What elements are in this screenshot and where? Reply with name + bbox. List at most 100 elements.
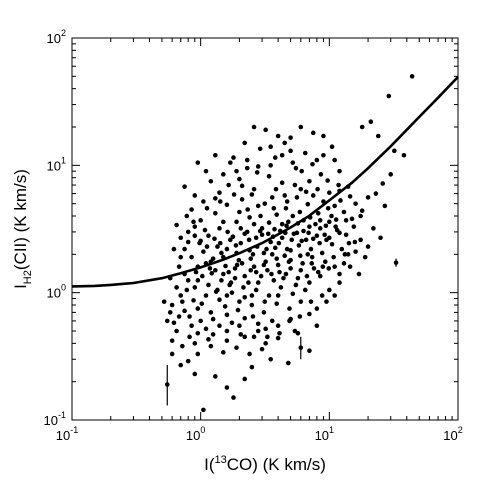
data-point — [199, 301, 205, 306]
data-point — [225, 229, 230, 235]
data-point — [209, 270, 215, 276]
data-point — [314, 323, 320, 329]
data-point — [237, 299, 242, 304]
data-point — [234, 262, 240, 268]
data-point — [325, 205, 331, 211]
data-point — [195, 160, 201, 165]
data-point — [284, 246, 290, 252]
data-point — [277, 330, 282, 336]
data-point — [409, 74, 415, 79]
data-point — [327, 287, 332, 293]
data-point — [255, 328, 261, 334]
data-point — [273, 186, 279, 192]
data-point — [169, 338, 175, 343]
data-point — [224, 328, 230, 334]
data-point — [332, 293, 337, 298]
data-point — [282, 253, 288, 259]
data-point — [228, 160, 233, 165]
error-point — [298, 345, 304, 350]
y-tick-label-base: 10 — [47, 158, 61, 173]
data-point — [251, 334, 257, 340]
data-point — [246, 280, 251, 285]
data-point — [251, 124, 257, 130]
data-point — [274, 256, 280, 261]
x-tick-label-base: 10 — [186, 428, 200, 443]
data-point — [288, 148, 293, 154]
data-point — [224, 293, 230, 298]
data-point — [271, 205, 277, 211]
data-point — [317, 240, 322, 246]
data-point — [228, 237, 233, 243]
data-point — [223, 263, 228, 269]
data-point — [228, 280, 234, 285]
data-point — [249, 293, 255, 298]
data-point — [265, 231, 271, 237]
data-point — [310, 193, 316, 198]
y-tick-label-exp: 0 — [61, 283, 66, 293]
data-point — [198, 218, 203, 223]
data-point — [314, 233, 320, 239]
data-point — [210, 256, 216, 261]
data-point — [174, 285, 179, 290]
data-point — [277, 269, 282, 275]
data-point — [253, 235, 259, 241]
data-point — [349, 216, 355, 222]
x-tick-label-base: 10 — [315, 428, 329, 443]
data-point — [298, 253, 303, 259]
data-point — [310, 236, 316, 242]
data-point — [317, 273, 323, 279]
data-point — [242, 294, 248, 300]
data-point — [293, 282, 299, 288]
y-tick-label-exp: -1 — [58, 410, 66, 420]
data-points — [161, 74, 415, 400]
data-point — [365, 195, 371, 200]
data-point — [286, 219, 291, 225]
data-point — [206, 337, 211, 342]
data-point — [217, 323, 222, 329]
x-axis-title: I(13CO) (K km/s) — [204, 454, 326, 474]
data-point — [286, 360, 291, 366]
data-point — [337, 168, 342, 174]
data-point — [195, 278, 201, 283]
data-point — [222, 304, 228, 309]
data-point — [296, 243, 302, 248]
data-point — [249, 302, 255, 308]
data-point — [187, 334, 192, 340]
data-point — [314, 306, 320, 311]
y-tick-label: 102 — [47, 28, 66, 46]
data-point — [206, 282, 211, 288]
data-point — [362, 254, 368, 260]
data-point — [333, 217, 339, 222]
data-point — [217, 199, 223, 204]
data-point — [250, 314, 256, 319]
y-tick-label: 101 — [47, 155, 66, 173]
data-point — [265, 267, 270, 273]
data-point — [269, 271, 274, 277]
data-point — [204, 244, 210, 249]
data-point — [261, 262, 267, 268]
data-point — [180, 299, 185, 304]
data-point — [231, 192, 237, 197]
data-point — [231, 395, 236, 400]
data-point — [182, 246, 187, 252]
data-point — [298, 299, 304, 304]
data-point — [263, 341, 268, 346]
data-point — [242, 140, 248, 146]
data-point — [203, 168, 209, 174]
data-point — [239, 183, 245, 189]
x-tick-label: 101 — [315, 425, 334, 443]
data-point — [274, 212, 280, 217]
data-point — [182, 308, 187, 314]
data-point — [274, 301, 280, 306]
data-point — [268, 163, 273, 168]
data-point — [242, 315, 248, 321]
error-bars — [164, 258, 399, 413]
data-point — [191, 219, 196, 225]
data-point — [178, 235, 184, 241]
data-point — [245, 207, 250, 212]
data-point — [268, 356, 273, 362]
data-point — [255, 164, 261, 169]
x-tick-label-base: 10 — [443, 428, 457, 443]
data-point — [275, 262, 281, 268]
data-point — [297, 314, 303, 319]
